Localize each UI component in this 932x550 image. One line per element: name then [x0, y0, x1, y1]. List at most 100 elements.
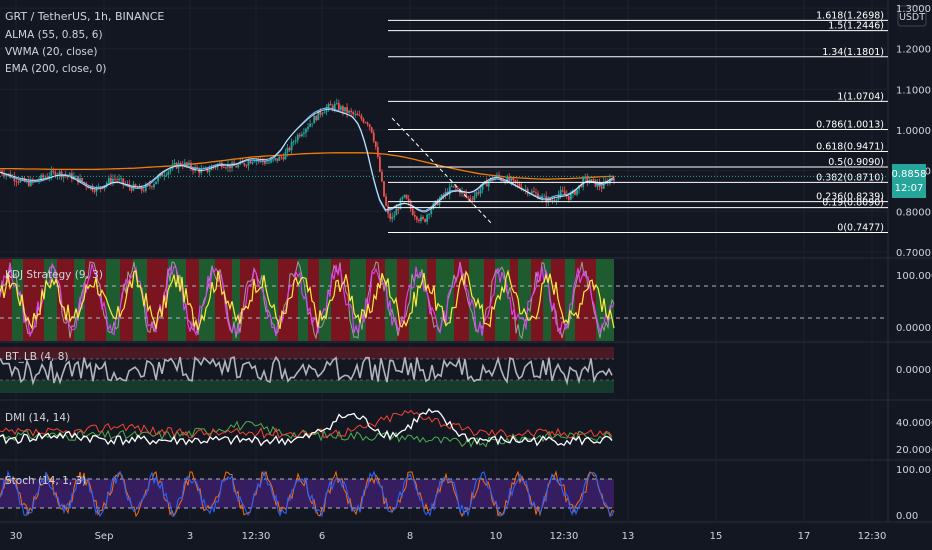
- candle-body: [27, 180, 30, 186]
- bt-lb-lower-zone: [0, 380, 614, 393]
- candle-body: [163, 175, 166, 177]
- candle-body: [530, 191, 533, 194]
- candle-body: [376, 146, 379, 157]
- indicator-label-vwma[interactable]: VWMA (20, close): [5, 46, 97, 58]
- bt-lb-panel[interactable]: [0, 347, 614, 393]
- kdj-band: [85, 259, 106, 341]
- candle-body: [461, 190, 463, 194]
- price-axis[interactable]: USDT 1.30001.20001.10001.00000.90000.800…: [892, 4, 932, 259]
- kdj-label[interactable]: KDJ Strategy (9, 3): [5, 269, 103, 281]
- candle-body: [95, 187, 98, 192]
- kdj-band: [575, 259, 596, 341]
- dmi-panel[interactable]: [0, 408, 613, 448]
- candle-body: [167, 171, 170, 175]
- dmi-minus-series: [0, 409, 613, 440]
- candle-body: [438, 199, 441, 206]
- candle-body: [524, 189, 527, 190]
- kdj-band: [543, 259, 551, 341]
- candle-body: [342, 106, 344, 112]
- candle-body: [424, 218, 426, 222]
- stoch-label[interactable]: Stoch (14, 1, 3): [5, 475, 86, 487]
- candle-body: [50, 170, 53, 177]
- candle-body: [292, 141, 295, 143]
- candle-body: [561, 190, 564, 192]
- candle-body: [309, 123, 311, 127]
- price-tick-label: 1.2000: [896, 45, 931, 56]
- candle-body: [471, 199, 474, 201]
- kdj-line: [0, 262, 615, 337]
- candle-body: [418, 219, 420, 222]
- bt-lb-label[interactable]: BT_LB (4, 8): [5, 351, 69, 363]
- candle-body: [120, 178, 123, 180]
- candle-body: [307, 126, 309, 129]
- dmi-label[interactable]: DMI (14, 14): [5, 412, 70, 424]
- candle-body: [109, 177, 112, 183]
- fib-level-label: 1.34(1.1801): [822, 47, 884, 58]
- candle-body: [93, 190, 96, 192]
- candle-body: [313, 116, 316, 124]
- symbol-title[interactable]: GRT / TetherUS, 1h, BINANCE: [5, 10, 164, 23]
- candle-body: [284, 152, 287, 160]
- candle-body: [42, 175, 45, 178]
- candle-body: [319, 110, 322, 115]
- adx-series: [0, 408, 613, 447]
- candle-body: [249, 161, 252, 164]
- currency-button[interactable]: [897, 5, 927, 27]
- candle-body: [81, 178, 84, 182]
- candle-body: [210, 167, 213, 171]
- candle-body: [473, 196, 476, 201]
- indicator-label-alma[interactable]: ALMA (55, 0.85, 6): [5, 29, 103, 41]
- price-panel[interactable]: 1.618(1.2698)1.5(1.2446) 1.34(1.1801) 1(1.…: [0, 10, 888, 234]
- candle-body: [206, 167, 209, 172]
- kdj-panel[interactable]: [0, 259, 888, 341]
- candle-body: [352, 112, 355, 115]
- candle-body: [130, 187, 133, 191]
- candle-body: [321, 113, 324, 115]
- candle-body: [165, 174, 168, 176]
- fibonacci-levels[interactable]: 1.618(1.2698)1.5(1.2446) 1.34(1.1801) 1(1.…: [388, 10, 888, 234]
- candle-body: [385, 196, 387, 206]
- candle-body: [567, 195, 570, 200]
- candle-body: [574, 190, 576, 195]
- time-axis[interactable]: 30 Sep 3 12:30 6 8 10 12:30 13 15 17 12:…: [10, 531, 887, 542]
- trend-line[interactable]: [391, 117, 493, 225]
- candle-body: [512, 178, 515, 180]
- candle-body: [7, 173, 10, 175]
- candle-body: [475, 192, 478, 197]
- indicator-label-ema[interactable]: EMA (200, close, 0): [5, 63, 107, 75]
- candle-body: [144, 185, 147, 191]
- candle-body: [118, 178, 121, 181]
- candle-body: [428, 213, 431, 215]
- candle-body: [358, 115, 361, 117]
- current-price-value: 0.8858: [892, 169, 927, 180]
- stoch-k-series: [0, 469, 615, 518]
- stoch-lines: [0, 469, 615, 518]
- candle-body: [315, 116, 318, 121]
- candle-body: [356, 113, 359, 116]
- candle-body: [543, 195, 546, 197]
- price-tick-label: 1.3000: [896, 4, 931, 15]
- candle-body: [208, 170, 211, 172]
- candle-body: [261, 158, 264, 162]
- fib-level-label: 1.618(1.2698): [816, 10, 884, 21]
- candle-body: [161, 173, 164, 177]
- candle-body: [457, 188, 459, 190]
- candle-body: [405, 194, 408, 199]
- stoch-panel[interactable]: [0, 469, 615, 518]
- candle-body: [107, 177, 110, 183]
- candle-body: [393, 215, 396, 217]
- time-tick: 8: [407, 531, 413, 542]
- candle-body: [116, 179, 118, 181]
- candle-body: [19, 179, 22, 183]
- candle-body: [502, 180, 505, 182]
- candle-body: [17, 181, 20, 183]
- candle-body: [317, 110, 320, 121]
- time-tick: 30: [10, 531, 23, 542]
- candle-body: [485, 181, 488, 187]
- dmi-lines: [0, 408, 613, 448]
- currency-button-label: USDT: [899, 12, 925, 23]
- candle-body: [89, 185, 92, 189]
- candle-body: [450, 186, 453, 188]
- candle-body: [300, 134, 303, 137]
